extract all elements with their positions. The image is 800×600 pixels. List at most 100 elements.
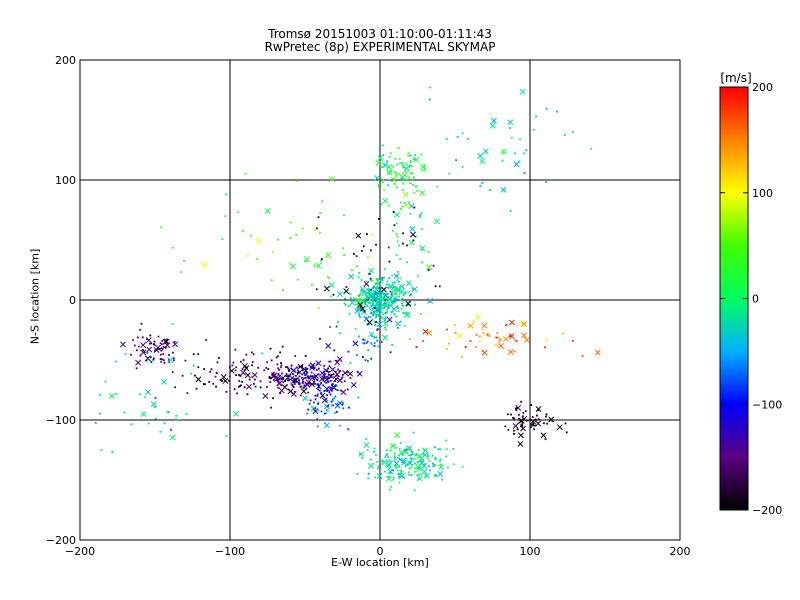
data-point-dot xyxy=(288,369,291,372)
data-point-dot xyxy=(323,365,326,367)
data-point-dot xyxy=(380,290,382,292)
data-point-dot xyxy=(344,303,347,306)
data-point-cross xyxy=(422,328,429,335)
data-point-cross xyxy=(427,297,434,304)
data-point-dot xyxy=(301,382,304,385)
data-point-dot xyxy=(327,386,330,389)
data-point-dot xyxy=(400,307,403,310)
data-point-dot xyxy=(393,171,396,173)
data-point-dot xyxy=(445,138,448,140)
data-point-dot xyxy=(152,357,155,360)
data-point-cross xyxy=(386,316,393,323)
data-point-dot xyxy=(335,411,338,413)
data-point-cross xyxy=(302,367,309,374)
data-point-dot xyxy=(415,453,418,455)
data-point-dot xyxy=(299,394,302,397)
data-point-dot xyxy=(469,340,472,342)
data-point-dot xyxy=(406,163,408,166)
data-point-dot xyxy=(404,465,407,468)
data-point-dot xyxy=(392,469,395,472)
data-point-dot xyxy=(393,224,396,227)
data-point-dot xyxy=(365,438,367,440)
data-point-cross xyxy=(374,175,381,181)
data-point-dot xyxy=(380,311,383,314)
data-point-dot xyxy=(311,283,313,286)
data-point-dot xyxy=(371,296,374,299)
data-point-dot xyxy=(456,135,459,138)
data-point-dot xyxy=(281,377,284,380)
data-point-dot xyxy=(339,389,342,392)
data-point-dot xyxy=(391,302,394,305)
data-point-cross xyxy=(482,148,489,155)
data-point-dot xyxy=(395,174,398,177)
data-point-dot xyxy=(388,260,391,263)
data-point-dot xyxy=(341,376,344,379)
data-point-dot xyxy=(398,295,401,298)
data-point-dot xyxy=(424,474,427,477)
data-point-dot xyxy=(411,463,414,466)
data-point-cross xyxy=(244,372,251,379)
data-point-dot xyxy=(396,456,399,459)
data-point-dot xyxy=(532,420,535,423)
data-point-dot xyxy=(409,159,412,162)
data-point-dot xyxy=(386,280,389,283)
data-point-cross xyxy=(393,211,400,218)
data-point-dot xyxy=(537,418,540,421)
data-point-cross xyxy=(500,186,507,193)
data-point-cross xyxy=(367,463,374,469)
data-point-dot xyxy=(388,488,391,491)
data-point-dot xyxy=(352,252,355,255)
data-point-cross xyxy=(520,332,527,339)
data-point-dot xyxy=(362,338,365,341)
data-point-dot xyxy=(234,348,237,351)
data-point-cross xyxy=(325,342,332,349)
data-point-dot xyxy=(354,328,357,330)
data-point-dot xyxy=(388,301,391,304)
data-point-dot xyxy=(331,383,334,385)
data-point-dot xyxy=(398,173,401,176)
data-point-dot xyxy=(394,315,397,318)
data-point-dot xyxy=(375,291,377,294)
data-point-dot xyxy=(398,162,401,165)
data-point-dot xyxy=(239,384,242,387)
data-point-dot xyxy=(375,282,378,285)
data-point-dot xyxy=(304,366,307,369)
data-point-dot xyxy=(294,390,296,393)
data-point-dot xyxy=(261,352,263,355)
data-point-dot xyxy=(162,346,165,348)
data-point-dot xyxy=(323,373,326,375)
data-point-dot xyxy=(516,428,519,431)
data-point-dot xyxy=(309,399,312,402)
data-point-cross xyxy=(328,176,335,183)
data-point-dot xyxy=(381,460,384,463)
data-point-dot xyxy=(312,401,315,404)
data-point-dot xyxy=(435,474,438,477)
data-point-dot xyxy=(246,393,249,396)
data-point-cross xyxy=(517,440,524,447)
data-point-cross xyxy=(518,417,525,424)
data-point-dot xyxy=(221,380,223,382)
data-point-cross xyxy=(380,286,387,293)
data-point-cross xyxy=(315,262,322,269)
data-point-dot xyxy=(410,457,413,460)
data-point-dot xyxy=(204,383,206,386)
data-point-dot xyxy=(280,364,283,367)
colorbar-tick-label: −200 xyxy=(752,504,782,517)
data-point-dot xyxy=(372,307,374,310)
data-point-dot xyxy=(360,290,363,293)
data-point-cross xyxy=(517,432,524,439)
data-point-dot xyxy=(290,364,293,367)
data-point-dot xyxy=(412,239,415,242)
data-point-dot xyxy=(165,338,168,341)
data-point-dot xyxy=(509,127,511,129)
data-point-dot xyxy=(407,152,410,155)
data-point-dot xyxy=(320,392,323,395)
data-point-dot xyxy=(426,453,429,456)
data-point-dot xyxy=(150,361,153,363)
data-point-dot xyxy=(282,376,285,379)
data-point-dot xyxy=(154,397,157,399)
data-point-dot xyxy=(346,388,349,391)
data-point-dot xyxy=(530,424,533,426)
data-point-dot xyxy=(310,405,313,408)
data-point-dot xyxy=(380,296,382,299)
